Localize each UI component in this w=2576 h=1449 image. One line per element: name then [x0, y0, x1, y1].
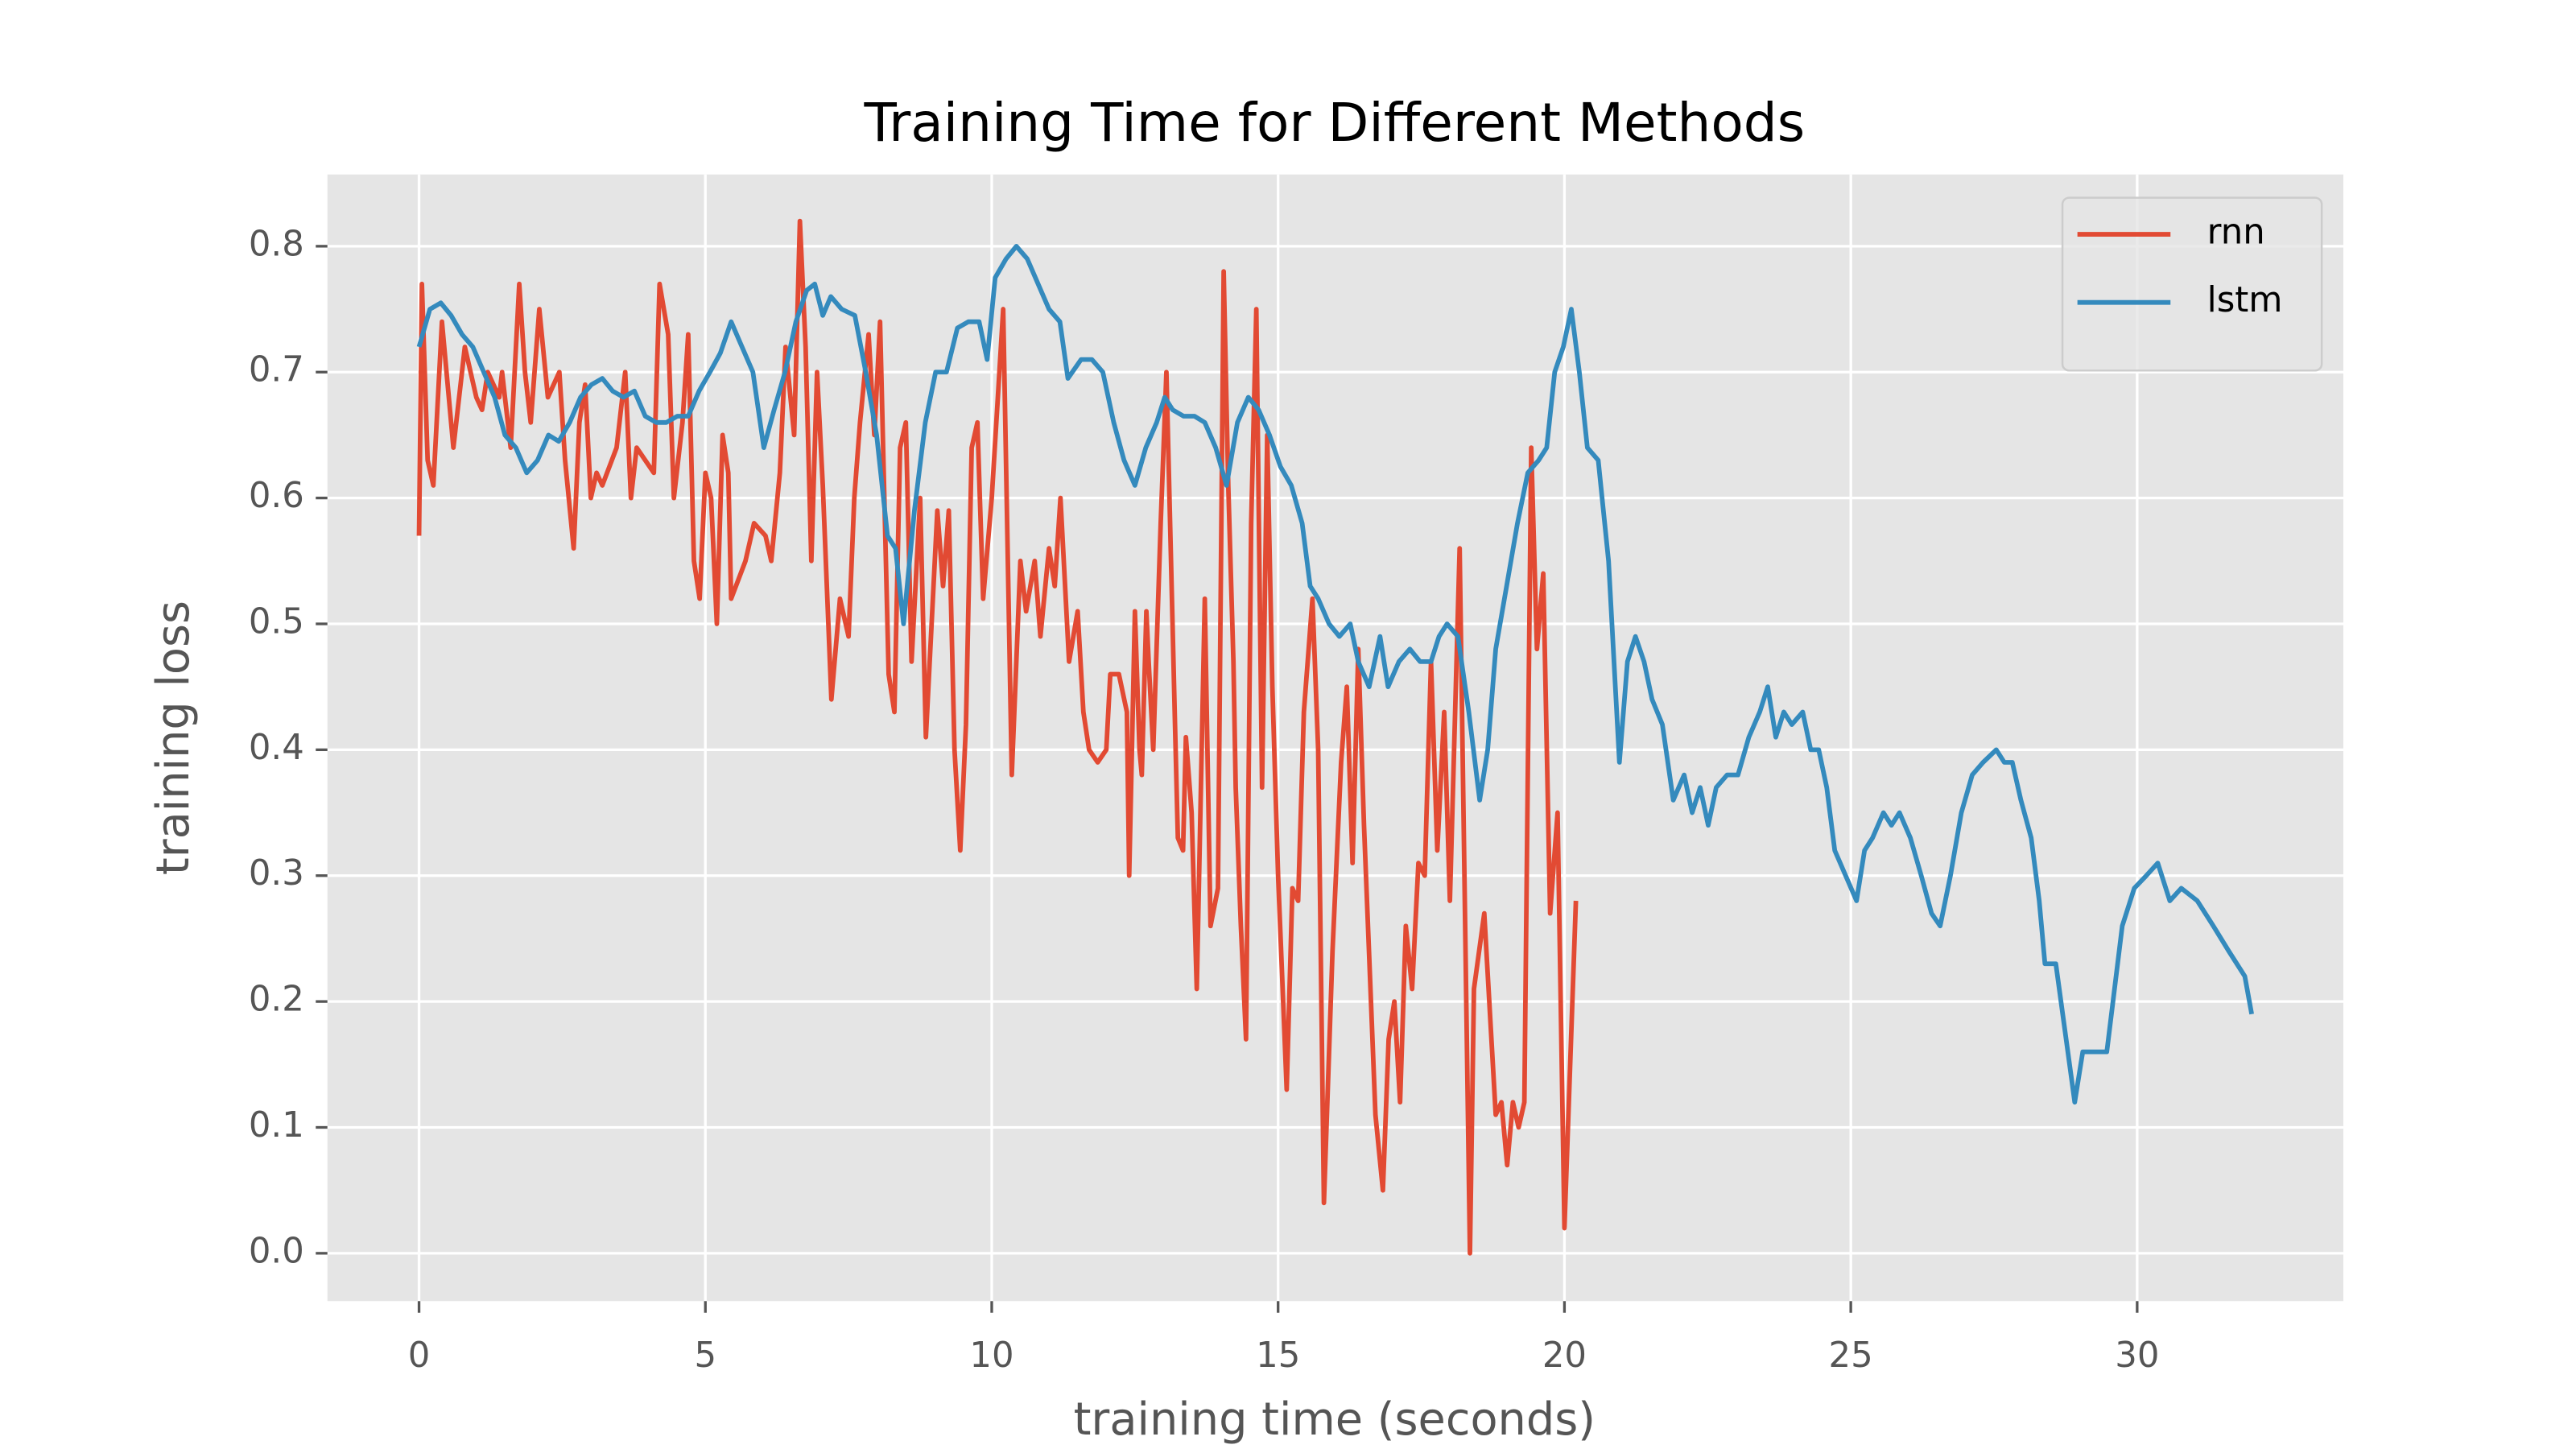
y-axis-label: training loss: [147, 601, 200, 875]
y-tick-label: 0.7: [249, 350, 304, 390]
y-tick-label: 0.3: [249, 853, 304, 894]
y-tick-label: 0.1: [249, 1105, 304, 1146]
y-tick-label: 0.4: [249, 728, 304, 768]
chart-title: Training Time for Different Methods: [863, 92, 1805, 154]
series-line: [416, 218, 1579, 1256]
legend: rnn lstm: [2061, 196, 2323, 372]
legend-box: [2061, 196, 2323, 372]
x-tick-label: 5: [694, 1335, 716, 1376]
x-tick-label: 25: [1829, 1335, 1873, 1376]
plot-background: [327, 174, 2343, 1302]
x-axis-label: training time (seconds): [1074, 1393, 1596, 1446]
legend-label: lstm: [2207, 280, 2283, 320]
x-tick-label: 30: [2115, 1335, 2159, 1376]
x-tick-label: 0: [408, 1335, 431, 1376]
x-tick-label: 15: [1256, 1335, 1300, 1376]
labels: 0 5 10 15 20 25 30 0.0 0.1 0.2 0.3 0.4 0.5 0.6 0.7 0.8: [249, 224, 2160, 1376]
y-tick-label: 0.6: [249, 476, 304, 516]
y-tick-label: 0.2: [249, 980, 304, 1020]
y-tick-label: 0.5: [249, 601, 304, 642]
x-tick-label: 10: [969, 1335, 1013, 1376]
x-tick-label: 20: [1542, 1335, 1587, 1376]
y-tick-label: 0.0: [249, 1231, 304, 1271]
lines: [416, 218, 2254, 1256]
y-tick-label: 0.8: [249, 224, 304, 264]
legend-label: rnn: [2207, 213, 2265, 253]
series-line: [416, 243, 2254, 1105]
